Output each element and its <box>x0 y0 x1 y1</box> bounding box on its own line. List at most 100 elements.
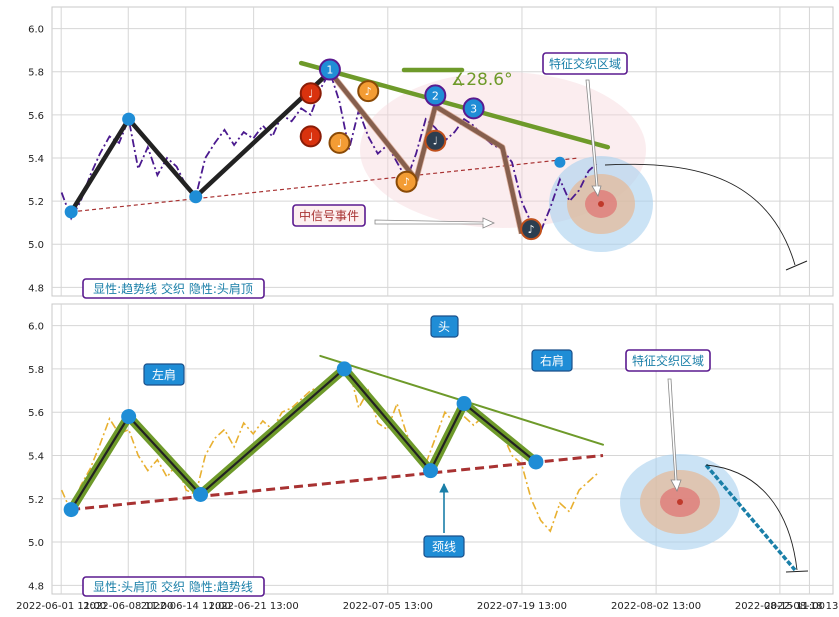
signal-marker-label: 2 <box>432 89 439 102</box>
signal-marker <box>424 84 447 107</box>
pattern-point <box>456 396 472 412</box>
top-panel-frame <box>51 6 834 297</box>
bottom-arc-arrow <box>705 464 798 571</box>
y-tick-label: 5.0 <box>28 240 44 251</box>
bottom-head-shoulder-dots <box>63 361 544 518</box>
angle-label: ∡28.6° <box>451 70 513 90</box>
signal-marker-label: ♪ <box>528 223 535 236</box>
feature-label-top: 特征交织区域 <box>549 56 621 71</box>
head-label: 头 <box>438 320 450 334</box>
pattern-point <box>63 502 79 518</box>
y-tick-label: 4.8 <box>28 581 44 592</box>
y-tick-label: 4.8 <box>28 283 44 294</box>
top-neckline <box>71 157 580 213</box>
top-grid <box>52 7 833 296</box>
x-tick-label: 2022-06-01 11:00 <box>16 601 106 612</box>
y-tick-label: 6.0 <box>28 322 44 333</box>
pattern-point <box>121 409 137 425</box>
head-box <box>430 315 459 338</box>
signal-marker-label: 3 <box>470 102 477 115</box>
feature-zone-top <box>549 156 653 252</box>
x-tick-label: 2022-06-08 11:00 <box>83 601 173 612</box>
right-shoulder-label: 右肩 <box>540 353 564 368</box>
neck-box <box>423 535 465 558</box>
y-tick-label: 5.8 <box>28 365 44 376</box>
y-tick-label: 5.4 <box>28 154 44 165</box>
bottom-panel-frame <box>51 303 834 595</box>
feature-label-box-bottom <box>625 349 711 372</box>
bottom-zigzag-line <box>70 367 537 511</box>
bottom-projection-arrow <box>704 463 797 572</box>
x-tick-label: 2022-08-02 13:00 <box>611 601 701 612</box>
x-tick-label: 2022-08-18 13:00 <box>764 601 839 612</box>
zigzag-point <box>189 190 203 204</box>
feature-zone-bottom <box>620 454 740 550</box>
pattern-point <box>336 361 352 377</box>
bottom-head-shoulder-band <box>67 364 539 512</box>
signal-marker <box>357 80 380 103</box>
pattern-point <box>193 486 209 502</box>
y-tick-label: 5.6 <box>28 111 44 122</box>
y-tick-label: 5.2 <box>28 495 44 506</box>
pattern-point <box>423 463 439 479</box>
top-legend: 显性:趋势线 交织 隐性:头肩顶 <box>93 281 253 296</box>
bottom-arc-cap <box>785 570 809 573</box>
top-markers: 1 2 3 ♩ ♩ ♩ ♪ ♪ ♩ ♪ <box>299 58 543 241</box>
bottom-legend-box <box>82 576 265 597</box>
y-tick-label: 5.8 <box>28 68 44 79</box>
signal-marker-label: ♩ <box>337 137 342 150</box>
top-legend-box <box>82 278 265 299</box>
x-tick-label: 2022-08-15 11:00 <box>735 601 825 612</box>
zigzag-point <box>64 205 78 219</box>
bottom-price-line <box>60 367 599 533</box>
feature-arrow-top <box>585 79 602 197</box>
zigzag-point <box>554 156 566 168</box>
signal-marker-label: 1 <box>326 64 333 77</box>
neck-label: 颈线 <box>432 540 456 554</box>
x-tick-label: 2022-07-19 13:00 <box>477 601 567 612</box>
y-tick-label: 5.4 <box>28 451 44 462</box>
x-tick-label: 2022-07-05 13:00 <box>343 601 433 612</box>
top-arc-cap <box>785 260 808 271</box>
feature-arrow-bottom <box>667 378 682 492</box>
signal-marker <box>328 131 351 154</box>
signal-marker-label: ♩ <box>308 130 313 143</box>
signal-marker <box>520 218 543 241</box>
signal-marker-label: ♩ <box>433 135 438 148</box>
top-panel: ∡28.6° 1 2 3 ♩ ♩ ♩ ♪ ♪ ♩ ♪ 中信号事件 特征交织区域 显性:趋势线 交织… <box>60 52 808 299</box>
feature-zone-center-bottom <box>677 499 683 505</box>
event-label-box <box>292 204 366 227</box>
y-tick-label: 6.0 <box>28 25 44 36</box>
signal-marker-label: ♩ <box>308 87 313 100</box>
feature-label-box-top <box>542 52 628 75</box>
signal-marker <box>299 82 322 105</box>
top-y-tick-labels: 4.8 5.0 5.2 5.4 5.6 5.8 6.0 <box>28 25 44 295</box>
event-label: 中信号事件 <box>299 208 359 223</box>
feature-zone-center <box>598 201 604 207</box>
bottom-y-tick-labels: 4.8 5.0 5.2 5.4 5.6 5.8 6.0 <box>28 322 44 593</box>
left-shoulder-box <box>143 363 185 386</box>
right-shoulder-box <box>531 349 573 372</box>
bottom-panel: 左肩 头 右肩 颈线 特征交织区域 显性:头肩顶 交织 隐性:趋势线 <box>60 315 809 597</box>
signal-marker <box>318 58 341 81</box>
signal-marker <box>395 170 418 193</box>
bottom-legend: 显性:头肩顶 交织 隐性:趋势线 <box>93 579 253 594</box>
x-tick-label: 2022-06-21 13:00 <box>209 601 299 612</box>
top-arc-arrow <box>604 163 796 266</box>
feature-label-bottom: 特征交织区域 <box>632 353 704 368</box>
top-trendline <box>298 60 611 150</box>
signal-marker <box>462 97 485 120</box>
pattern-point <box>528 454 544 470</box>
event-arrow <box>374 217 495 229</box>
top-zigzag-dots <box>64 112 566 219</box>
left-shoulder-label: 左肩 <box>152 367 176 382</box>
y-tick-label: 5.0 <box>28 538 44 549</box>
zigzag-point <box>122 112 136 126</box>
y-tick-label: 5.2 <box>28 197 44 208</box>
signal-marker-label: ♪ <box>365 85 372 98</box>
signal-marker <box>424 129 447 152</box>
y-tick-label: 5.6 <box>28 408 44 419</box>
signal-marker <box>299 125 322 148</box>
